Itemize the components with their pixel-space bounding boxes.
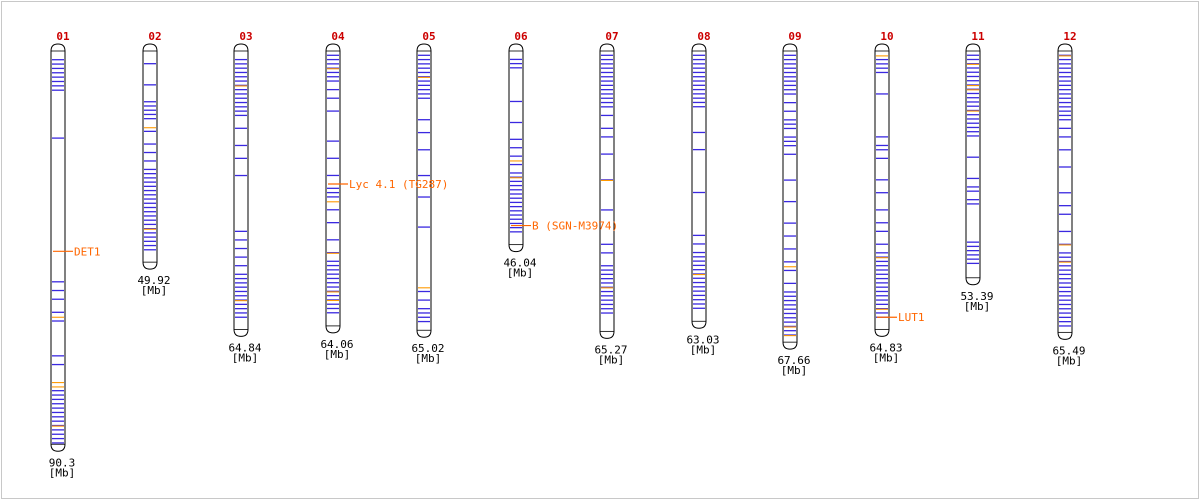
- marker-label: LUT1: [898, 311, 925, 324]
- chromosome-number: 06: [514, 30, 528, 43]
- marker-10: LUT1: [877, 311, 925, 324]
- chromosome-number: 02: [148, 30, 161, 43]
- length-unit: [Mb]: [507, 267, 534, 280]
- chromosome-02: 02 49.92[Mb]: [137, 30, 170, 297]
- length-unit: [Mb]: [873, 351, 900, 364]
- chromosome-07: 07 65.27[Mb]: [594, 30, 627, 366]
- chromosome-length: 65.27: [594, 343, 627, 356]
- chromosome-outline: [233, 43, 249, 337]
- chromosome-length: 46.04: [503, 257, 536, 270]
- chromosome-outline: [599, 43, 615, 339]
- chromosome-10: 10 64.83[Mb]: [869, 30, 902, 364]
- chromosome-05: 05 65.02[Mb]: [411, 30, 444, 365]
- chromosome-outline: [874, 43, 890, 337]
- chromosome-09: 09 67.66[Mb]: [777, 30, 810, 377]
- length-unit: [Mb]: [141, 284, 168, 297]
- chromosome-length: 64.83: [869, 341, 902, 354]
- chromosome-number: 10: [880, 30, 893, 43]
- chromosome-number: 01: [56, 30, 70, 43]
- chromosome-12: 12 65.49[Mb]: [1052, 30, 1085, 367]
- chromosome-11: 11 53.39[Mb]: [960, 30, 993, 313]
- chromosome-length: 65.02: [411, 342, 444, 355]
- chromosome-length: 53.39: [960, 290, 993, 303]
- marker-label: B (SGN-M3974): [532, 220, 618, 233]
- chromosome-outline: [1057, 43, 1073, 340]
- chromosome-number: 07: [605, 30, 618, 43]
- chromosome-number: 08: [697, 30, 710, 43]
- chromosome-number: 03: [239, 30, 252, 43]
- chromosome-length: 90.3: [49, 456, 76, 469]
- chromosome-06: 06 46.04[Mb]: [503, 30, 536, 280]
- length-unit: [Mb]: [324, 348, 351, 361]
- chromosome-length: 65.49: [1052, 344, 1085, 357]
- length-unit: [Mb]: [232, 351, 259, 364]
- length-unit: [Mb]: [781, 364, 808, 377]
- chromosome-03: 03 64.84[Mb]: [228, 30, 261, 364]
- chromosome-number: 04: [331, 30, 345, 43]
- chromosome-outline: [142, 43, 158, 270]
- length-unit: [Mb]: [964, 300, 991, 313]
- chromosome-length: 64.84: [228, 341, 261, 354]
- marker-label: Lyc 4.1 (TG287): [349, 178, 448, 191]
- chromosome-outline: [691, 43, 707, 329]
- chromosome-08: 08 63.03[Mb]: [686, 30, 719, 356]
- chromosome-number: 11: [971, 30, 985, 43]
- chromosome-length: 63.03: [686, 333, 719, 346]
- chromosome-number: 09: [788, 30, 801, 43]
- marker-04: Lyc 4.1 (TG287): [328, 178, 448, 191]
- length-unit: [Mb]: [49, 466, 76, 479]
- chromosome-number: 05: [422, 30, 435, 43]
- marker-01: DET1: [53, 245, 101, 258]
- chromosome-01: 01 90.3[Mb]: [49, 30, 76, 479]
- chromosome-number: 12: [1063, 30, 1076, 43]
- marker-label: DET1: [74, 245, 101, 258]
- chromosome-length: 64.06: [320, 338, 353, 351]
- chromosome-length: 49.92: [137, 274, 170, 287]
- marker-06: B (SGN-M3974): [511, 220, 618, 233]
- length-unit: [Mb]: [598, 353, 625, 366]
- chromosome-04: 04 64.06[Mb]: [320, 30, 353, 361]
- length-unit: [Mb]: [690, 343, 717, 356]
- length-unit: [Mb]: [1056, 354, 1083, 367]
- length-unit: [Mb]: [415, 352, 442, 365]
- chromosome-length: 67.66: [777, 354, 810, 367]
